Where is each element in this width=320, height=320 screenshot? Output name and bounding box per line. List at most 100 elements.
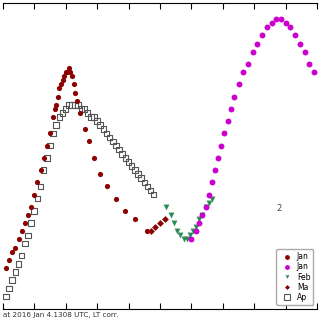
Point — [54, 123, 59, 128]
Point — [250, 49, 255, 54]
Point — [206, 200, 211, 205]
Point — [293, 33, 298, 38]
Point — [209, 196, 214, 201]
Point — [172, 220, 177, 226]
Point — [219, 143, 224, 148]
Legend: Jan, Jan, Feb, Ma, Ap: Jan, Jan, Feb, Ma, Ap — [276, 249, 313, 305]
Point — [107, 135, 112, 140]
Point — [28, 220, 34, 226]
Point — [302, 49, 307, 54]
Point — [209, 180, 214, 185]
Point — [236, 82, 241, 87]
Point — [6, 257, 12, 262]
Point — [13, 245, 18, 250]
Point — [74, 98, 79, 103]
Point — [25, 233, 30, 238]
Point — [225, 118, 230, 124]
Point — [197, 216, 202, 221]
Point — [66, 66, 71, 71]
Point — [132, 216, 137, 221]
Point — [203, 204, 208, 209]
Point — [22, 220, 27, 226]
Point — [187, 233, 192, 238]
Point — [87, 139, 92, 144]
Point — [63, 106, 68, 111]
Point — [58, 82, 63, 87]
Point — [98, 123, 103, 128]
Point — [38, 184, 43, 189]
Point — [35, 196, 40, 201]
Point — [269, 20, 274, 26]
Point — [297, 41, 302, 46]
Point — [203, 204, 208, 209]
Point — [77, 110, 82, 116]
Point — [28, 204, 34, 209]
Point — [145, 184, 150, 189]
Point — [52, 106, 57, 111]
Point — [71, 82, 76, 87]
Point — [54, 102, 59, 107]
Point — [38, 167, 43, 172]
Point — [82, 127, 87, 132]
Point — [66, 102, 71, 107]
Point — [51, 131, 56, 136]
Point — [168, 212, 173, 218]
Point — [19, 253, 24, 258]
Point — [73, 90, 78, 95]
Point — [32, 192, 37, 197]
Point — [32, 208, 37, 213]
Point — [200, 212, 205, 218]
Point — [307, 61, 312, 67]
Point — [69, 74, 75, 79]
Point — [148, 188, 153, 193]
Point — [68, 69, 73, 75]
Point — [92, 155, 97, 160]
Point — [197, 220, 202, 226]
Point — [13, 269, 18, 275]
Point — [19, 229, 24, 234]
Point — [162, 216, 167, 221]
Point — [10, 278, 15, 283]
Point — [181, 237, 186, 242]
Point — [41, 155, 46, 160]
Text: at 2016 Jan 4.1308 UTC, LT corr.: at 2016 Jan 4.1308 UTC, LT corr. — [3, 312, 118, 318]
Point — [60, 78, 65, 83]
Point — [135, 172, 140, 177]
Point — [151, 192, 156, 197]
Point — [228, 106, 233, 111]
Point — [206, 192, 211, 197]
Point — [178, 233, 183, 238]
Point — [47, 143, 52, 148]
Point — [55, 94, 60, 99]
Point — [85, 110, 90, 116]
Point — [212, 167, 218, 172]
Point — [175, 229, 180, 234]
Point — [113, 143, 118, 148]
Point — [189, 237, 194, 242]
Point — [216, 155, 221, 160]
Point — [113, 196, 118, 201]
Point — [190, 229, 196, 234]
Point — [4, 265, 9, 270]
Point — [194, 229, 199, 234]
Point — [148, 229, 153, 234]
Point — [44, 155, 49, 160]
Point — [123, 208, 128, 213]
Point — [60, 110, 65, 116]
Point — [22, 241, 27, 246]
Point — [25, 212, 30, 218]
Point — [6, 286, 12, 291]
Point — [88, 115, 93, 120]
Point — [104, 131, 109, 136]
Point — [57, 86, 62, 91]
Point — [65, 69, 70, 75]
Point — [139, 176, 144, 181]
Point — [274, 17, 279, 22]
Point — [194, 225, 199, 230]
Point — [231, 94, 236, 99]
Point — [4, 294, 9, 299]
Point — [126, 159, 131, 164]
Point — [153, 225, 158, 230]
Point — [98, 172, 103, 177]
Point — [76, 102, 81, 107]
